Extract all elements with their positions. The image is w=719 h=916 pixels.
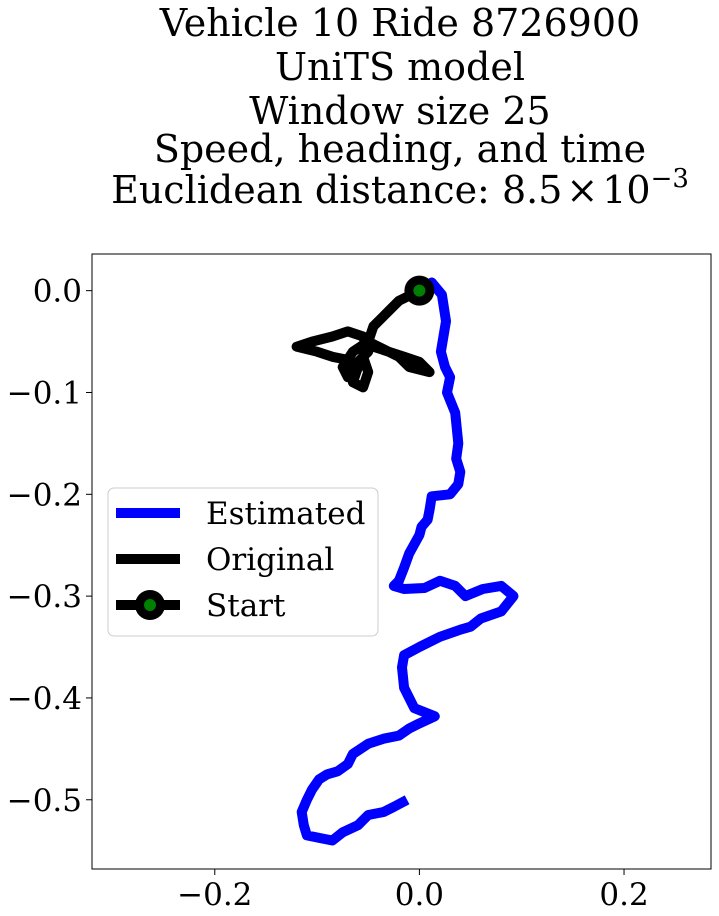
x-tick-label-0: −0.2 — [177, 877, 252, 913]
title-line-4: Speed, heading, and time — [154, 127, 646, 171]
title-distance-times: × — [566, 168, 598, 212]
title-line-5: Euclidean distance: 8.5 × 10−3 — [111, 164, 689, 212]
y-tick-label-5: −0.5 — [7, 783, 82, 819]
y-tick-label-0: 0.0 — [33, 274, 82, 310]
y-tick-label-1: −0.1 — [7, 375, 82, 411]
estimated-series-line — [296, 277, 519, 846]
legend-original-label: Original — [206, 542, 334, 578]
title-distance-exponent: −3 — [651, 164, 689, 194]
legend-start-label: Start — [206, 588, 286, 624]
y-tick-label-4: −0.4 — [7, 681, 82, 717]
series-layer — [291, 275, 519, 846]
title-distance-base: 10 — [602, 168, 650, 212]
legend: Estimated Original Start — [107, 487, 379, 637]
legend-start-marker-inner — [144, 599, 156, 611]
chart-title: Vehicle 10 Ride 8726900 UniTS model Wind… — [111, 1, 689, 212]
title-distance-mantissa: 8.5 — [502, 168, 562, 212]
y-tick-label-2: −0.2 — [7, 477, 82, 513]
y-tick-label-3: −0.3 — [7, 579, 82, 615]
legend-frame — [107, 487, 379, 637]
x-tick-label-1: 0.0 — [395, 877, 444, 913]
x-tick-label-2: 0.2 — [599, 877, 648, 913]
start-marker-inner — [413, 284, 426, 297]
legend-estimated-label: Estimated — [206, 496, 365, 532]
original-series-line — [291, 286, 435, 393]
axis-ticks: −0.2 0.0 0.2 0.0 −0.1 −0.2 −0.3 −0.4 −0.5 — [7, 274, 649, 913]
title-line-3: Window size 25 — [249, 89, 550, 133]
title-distance-prefix: Euclidean distance: — [111, 168, 502, 212]
title-line-2: UniTS model — [275, 45, 525, 89]
title-line-1: Vehicle 10 Ride 8726900 — [159, 1, 640, 45]
